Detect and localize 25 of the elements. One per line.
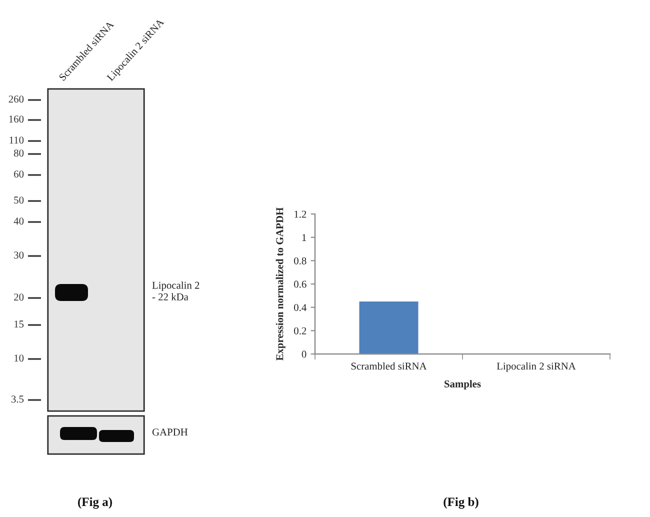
text: 10 xyxy=(14,354,24,362)
text: GAPDH xyxy=(152,428,188,436)
text: 60 xyxy=(14,170,24,178)
x-axis-title: Samples xyxy=(444,380,481,390)
y-tick-label: 1.2 xyxy=(294,210,306,218)
text: 80 xyxy=(14,150,24,157)
text: 40 xyxy=(14,218,24,225)
y-axis-title: Expression normalized to GAPDH xyxy=(276,207,286,361)
text: (Fig b) xyxy=(444,497,478,509)
text: 3.5 xyxy=(11,396,24,403)
text: 20 xyxy=(14,294,24,301)
y-tick-label: 1 xyxy=(302,234,306,241)
text: (Fig a) xyxy=(78,497,112,509)
y-tick-label: 0.4 xyxy=(294,304,307,312)
text: 15 xyxy=(14,320,24,328)
text: Lipocalin 2 - 22 kDa xyxy=(152,281,200,300)
text: 160 xyxy=(9,116,24,123)
y-tick-label: 0.6 xyxy=(294,280,306,288)
y-tick-label: 0 xyxy=(302,350,306,358)
text: 30 xyxy=(14,252,24,259)
y-tick-label: 0.8 xyxy=(294,257,306,264)
text: 50 xyxy=(14,196,24,204)
text: 260 xyxy=(8,96,24,103)
y-tick-label: 0.2 xyxy=(294,327,306,334)
text: 110 xyxy=(10,136,24,144)
